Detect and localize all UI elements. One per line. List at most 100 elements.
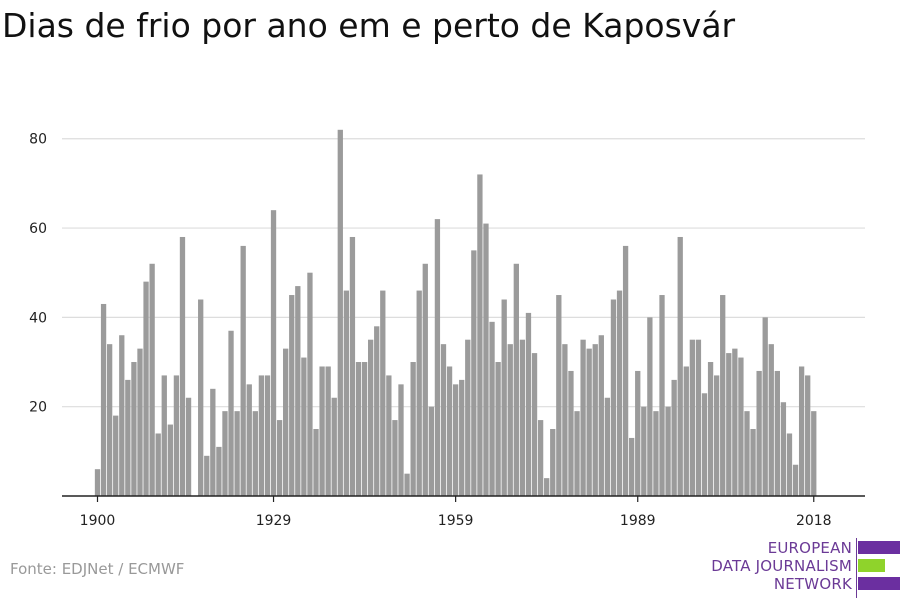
bar-1963 — [477, 174, 483, 496]
x-tick-label: 2018 — [796, 513, 832, 529]
bar-1982 — [592, 344, 598, 496]
bar-1958 — [446, 366, 453, 496]
bar-1903 — [113, 415, 119, 496]
bar-1998 — [689, 339, 696, 496]
bar-1969 — [513, 263, 519, 496]
bar-1966 — [495, 362, 501, 496]
bar-1914 — [179, 236, 186, 497]
bar-2013 — [780, 402, 787, 496]
bar-1975 — [550, 429, 556, 496]
bar-2005 — [732, 348, 738, 497]
bar-1965 — [489, 321, 495, 496]
bar-1930 — [276, 420, 283, 496]
bar-1915 — [185, 397, 192, 496]
bar-2010 — [762, 317, 768, 496]
bar-1912 — [167, 424, 173, 496]
bar-1909 — [149, 263, 155, 496]
bar-1934 — [301, 357, 307, 496]
bar-1940 — [337, 129, 343, 497]
bar-1950 — [398, 384, 404, 496]
bar-1959 — [452, 384, 459, 496]
logo-bar-purple-bottom — [858, 577, 900, 590]
bar-2002 — [713, 375, 720, 496]
bar-1947 — [380, 290, 386, 496]
bar-2009 — [756, 370, 762, 496]
bar-1960 — [459, 379, 465, 496]
bar-1935 — [307, 272, 313, 496]
bar-1957 — [440, 344, 447, 496]
bar-1900 — [94, 469, 101, 496]
x-tick-label: 1900 — [80, 513, 116, 529]
x-axis-ticks: 1900 1929 1959 1989 2018 — [80, 496, 832, 529]
bar-1949 — [392, 420, 398, 496]
bar-1921 — [222, 411, 228, 496]
bar-2017 — [805, 375, 811, 496]
bar-2001 — [707, 362, 714, 496]
bar-1999 — [695, 339, 702, 496]
bar-1952 — [410, 362, 416, 496]
bar-1928 — [264, 375, 271, 496]
bar-1917 — [198, 299, 204, 496]
bar-1931 — [283, 348, 289, 497]
bar-1925 — [246, 384, 252, 496]
bar-1920 — [216, 446, 222, 497]
chart-title: Dias de frio por ano em e perto de Kapos… — [2, 6, 736, 45]
bar-2016 — [798, 366, 805, 496]
bar-1941 — [343, 290, 350, 496]
bar-1911 — [161, 375, 167, 496]
logo-line-1: EUROPEAN — [767, 539, 852, 557]
bar-2006 — [738, 357, 744, 496]
bar-1924 — [240, 245, 246, 496]
bar-1971 — [525, 312, 532, 496]
x-tick-label: 1959 — [438, 513, 474, 529]
bar-2015 — [792, 464, 799, 496]
bar-1988 — [629, 437, 635, 496]
bar-1927 — [258, 375, 265, 496]
x-tick-label: 1929 — [256, 513, 292, 529]
bar-2014 — [786, 433, 793, 496]
bar-1933 — [295, 286, 301, 496]
bar-1977 — [562, 344, 568, 496]
bar-1904 — [119, 335, 125, 496]
bar-1902 — [106, 344, 113, 496]
bar-2012 — [774, 370, 780, 496]
bar-1962 — [471, 250, 477, 497]
bar-1980 — [580, 339, 586, 496]
bar-1995 — [671, 379, 677, 496]
bar-1906 — [131, 362, 137, 496]
bar-1955 — [428, 406, 434, 496]
y-axis-ticks: 20 40 60 80 — [29, 132, 47, 416]
bar-1987 — [622, 245, 629, 496]
bar-1937 — [319, 366, 325, 496]
bar-1978 — [568, 370, 574, 496]
edjnet-logo: EUROPEAN DATA JOURNALISM NETWORK — [700, 538, 900, 598]
bar-1986 — [616, 290, 623, 496]
bar-1905 — [125, 379, 131, 496]
bar-1993 — [659, 295, 665, 496]
bar-1936 — [313, 429, 319, 496]
logo-divider — [856, 538, 857, 598]
bar-1908 — [143, 281, 149, 496]
bar-1951 — [404, 473, 410, 496]
bar-1948 — [386, 375, 392, 496]
bar-1926 — [252, 411, 258, 496]
bar-1943 — [355, 362, 362, 496]
bars — [94, 129, 817, 497]
y-tick-label: 80 — [29, 132, 47, 148]
logo-line-3: NETWORK — [773, 575, 852, 593]
bar-2018 — [811, 411, 817, 496]
bar-1967 — [501, 299, 507, 496]
bar-1968 — [507, 344, 513, 496]
bar-1961 — [465, 339, 471, 496]
logo-bar-purple-top — [858, 541, 900, 554]
bar-2007 — [744, 411, 750, 496]
bar-2008 — [750, 429, 756, 496]
bar-1945 — [368, 339, 374, 496]
bar-1974 — [544, 478, 550, 496]
bar-1913 — [173, 375, 180, 496]
bar-1972 — [531, 353, 538, 496]
bar-1994 — [665, 406, 671, 496]
bar-1983 — [598, 335, 604, 496]
logo-line-2: DATA JOURNALISM — [711, 557, 852, 575]
